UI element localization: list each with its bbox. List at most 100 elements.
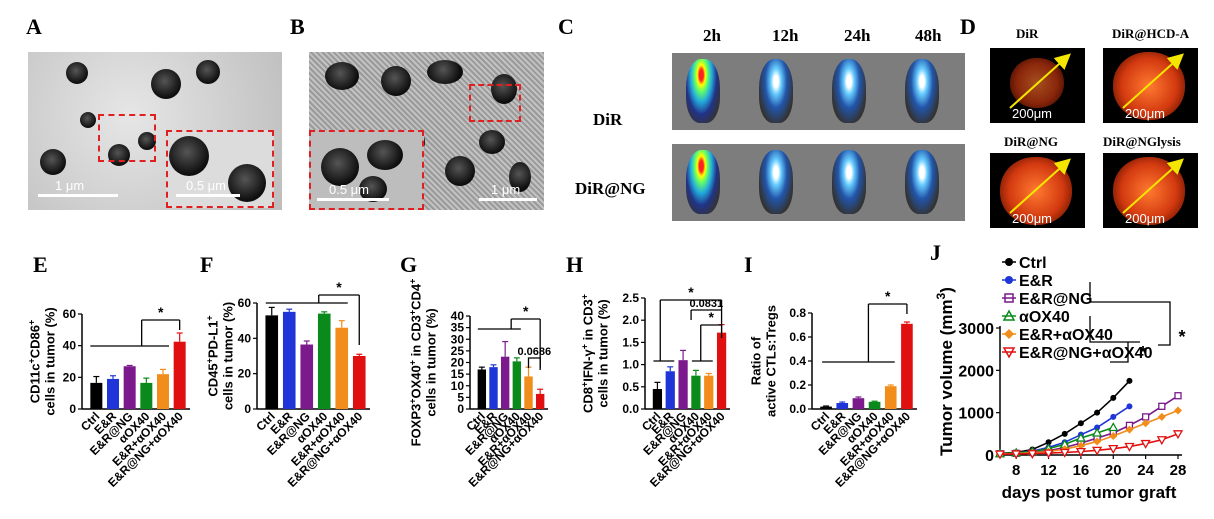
y-tick-label: 0 — [244, 402, 251, 416]
x-tick-label: 8 — [1012, 462, 1020, 479]
bar — [535, 393, 545, 409]
y-axis-label: cells in tumor (%) — [221, 302, 236, 410]
ivis-image — [818, 53, 892, 130]
bar — [852, 398, 865, 409]
chart-f: 0204060CtrlE&RE&R@NGαOX40E&R+αOX40E&R@NG… — [205, 279, 370, 490]
bar — [524, 376, 533, 409]
data-point — [1174, 406, 1182, 415]
y-tick-label: 0 — [985, 448, 994, 465]
x-tick-label: 20 — [1105, 462, 1122, 479]
bar — [691, 375, 701, 409]
panel-letter-j: J — [930, 240, 941, 265]
chart-i: 0.00.20.40.60.8CtrlE&RE&R@NGαOX40E&R+αOX… — [749, 288, 917, 490]
y-axis-label: CD8+IFN-γ+ in CD3+ — [580, 294, 596, 413]
bar — [123, 366, 136, 409]
significance-label: * — [1178, 327, 1185, 347]
y-tick-label: 1000 — [958, 406, 994, 423]
ivis-image — [745, 53, 819, 130]
y-tick-label: 1.5 — [622, 335, 639, 349]
data-point — [1126, 377, 1133, 384]
row-label-dir-ng: DiR@NG — [575, 179, 646, 198]
data-point — [1109, 431, 1118, 440]
data-point — [1011, 450, 1022, 460]
x-tick-label: 28 — [1170, 462, 1187, 479]
y-axis-label: CD11c+CD86+ — [27, 320, 43, 404]
y-tick-label: 40 — [451, 309, 465, 323]
bar — [820, 406, 832, 409]
panel-letter-d: D — [960, 14, 976, 39]
significance-label: * — [885, 288, 891, 304]
y-axis-label: active CTLs:Tregs — [764, 305, 779, 417]
x-tick-label: 16 — [1073, 462, 1090, 479]
bar — [300, 344, 314, 409]
y-tick-label: 20 — [63, 370, 77, 384]
data-point — [1174, 392, 1182, 400]
timepoint-label: 24h — [844, 26, 871, 45]
panel-letter-i: I — [744, 252, 753, 277]
data-point — [1156, 436, 1167, 446]
ivis-image — [891, 144, 965, 221]
bar — [901, 323, 913, 409]
y-tick-label: 1.0 — [622, 358, 639, 372]
data-point — [1141, 413, 1150, 421]
data-point — [1075, 432, 1087, 442]
data-point — [1110, 413, 1117, 420]
bar — [489, 367, 498, 409]
scale-label: 200μm — [1012, 106, 1053, 121]
ivis-image — [818, 144, 892, 221]
y-tick-label: 25 — [451, 344, 465, 358]
y-tick-label: 2000 — [958, 363, 994, 380]
data-point — [1140, 439, 1151, 449]
timepoint-label: 48h — [915, 26, 942, 45]
significance-label: * — [158, 304, 164, 320]
series-line — [999, 395, 1179, 455]
data-point — [1075, 447, 1087, 457]
y-tick-label: 5 — [457, 390, 464, 404]
row-label-dir: DiR — [593, 110, 623, 129]
legend-label: Ctrl — [1019, 255, 1047, 272]
y-tick-label: 2.0 — [622, 313, 639, 327]
fluor-title: DiR — [1016, 26, 1039, 41]
y-tick-label: 15 — [451, 367, 465, 381]
fluor-arrows — [1009, 53, 1184, 214]
bar — [704, 375, 714, 409]
scale-label: 200μm — [1125, 211, 1166, 226]
bar — [500, 356, 510, 409]
significance-bracket — [1089, 282, 1171, 346]
scale-label: 200μm — [1012, 211, 1053, 226]
ivis-image — [672, 53, 746, 130]
y-tick-label: 0.8 — [789, 306, 806, 320]
y-tick-label: 2.5 — [622, 291, 639, 305]
significance-label: * — [523, 303, 529, 319]
scale-label-b-main: 1 μm — [491, 182, 521, 197]
timepoint-label: 2h — [703, 26, 721, 45]
bar — [477, 369, 487, 409]
bar — [282, 311, 296, 409]
y-axis-label: cells in tumor (%) — [424, 308, 439, 416]
data-point — [1093, 437, 1102, 446]
y-tick-label: 0 — [457, 402, 464, 416]
scale-label-a-inset: 0.5 μm — [186, 178, 227, 193]
legend-label: E&R@NG — [1019, 291, 1092, 308]
y-tick-label: 0.5 — [622, 380, 639, 394]
bar — [335, 327, 349, 409]
data-point — [1126, 403, 1133, 410]
panel-letter-f: F — [200, 252, 214, 277]
data-point — [1094, 424, 1101, 431]
x-axis-label: days post tumor graft — [1002, 483, 1177, 502]
significance-label: * — [1139, 343, 1146, 363]
y-tick-label: 40 — [63, 339, 77, 353]
bar — [173, 341, 186, 409]
bar — [836, 403, 849, 409]
fluor-title: DiR@HCD-A — [1112, 26, 1190, 41]
legend-label: E&R — [1019, 273, 1053, 290]
x-tick-label: 12 — [1040, 462, 1057, 479]
bar — [352, 356, 366, 409]
y-axis-label: CD45+PD-L1+ — [205, 315, 221, 396]
bar — [265, 315, 279, 409]
bar — [512, 361, 522, 409]
y-tick-label: 0.2 — [789, 378, 806, 392]
y-axis-label: cells in tumor (%) — [43, 307, 58, 415]
data-point — [1091, 427, 1103, 437]
